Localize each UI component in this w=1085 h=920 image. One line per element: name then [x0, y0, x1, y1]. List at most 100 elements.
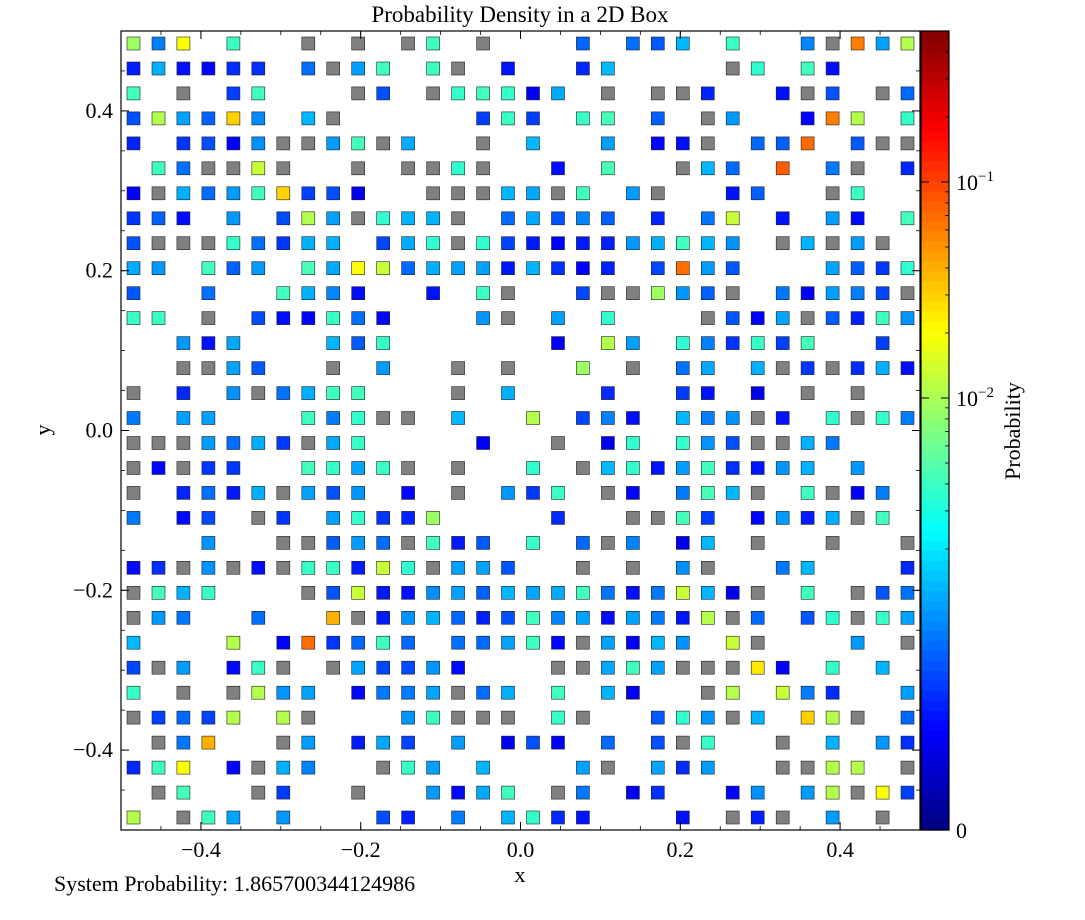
heatmap-cell	[601, 486, 615, 500]
heatmap-cell	[900, 161, 915, 176]
heatmap-cell	[451, 86, 465, 101]
heatmap-cell	[251, 236, 266, 250]
heatmap-cell	[626, 536, 640, 550]
heatmap-cell	[775, 236, 790, 250]
heatmap-cell	[626, 610, 640, 625]
heatmap-cell	[226, 211, 241, 226]
heatmap-cell	[725, 36, 740, 51]
heatmap-cell	[351, 635, 366, 650]
heatmap-cell	[750, 361, 765, 375]
heatmap-cell	[126, 411, 141, 425]
heatmap-cell	[675, 486, 690, 500]
heatmap-cell	[176, 111, 191, 126]
heatmap-cell	[401, 536, 415, 550]
heatmap-cell	[151, 461, 166, 475]
heatmap-cell	[576, 111, 590, 126]
heatmap-cell	[700, 461, 715, 475]
heatmap-cell	[700, 760, 715, 775]
colorbar-segment	[921, 310, 949, 322]
heatmap-cell	[700, 585, 715, 600]
colorbar-segment	[921, 440, 949, 452]
heatmap-cell	[675, 286, 690, 301]
heatmap-cell	[526, 486, 540, 500]
heatmap-cell	[650, 511, 665, 525]
heatmap-cell	[501, 236, 515, 250]
heatmap-cell	[875, 585, 890, 600]
heatmap-cell	[576, 785, 590, 800]
heatmap-cell	[626, 660, 640, 675]
heatmap-cell	[251, 61, 266, 76]
heatmap-cell	[601, 336, 615, 350]
colorbar-tick-label: 0	[956, 818, 967, 843]
colorbar-segment	[921, 390, 949, 402]
heatmap-cell	[601, 261, 615, 276]
heatmap-cell	[825, 186, 840, 201]
heatmap-cell	[376, 585, 391, 600]
heatmap-cell	[276, 810, 291, 825]
heatmap-cell	[775, 461, 790, 475]
heatmap-cell	[775, 560, 790, 575]
heatmap-cell	[750, 186, 765, 201]
heatmap-cell	[176, 336, 191, 350]
heatmap-cell	[176, 361, 191, 375]
heatmap-cell	[775, 311, 790, 325]
y-tick-label: 0.2	[86, 258, 114, 283]
heatmap-cell	[251, 486, 266, 500]
heatmap-cell	[351, 411, 366, 425]
heatmap-cell	[551, 685, 565, 700]
heatmap-cell	[626, 336, 640, 350]
heatmap-cell	[176, 810, 191, 825]
heatmap-cell	[800, 61, 815, 76]
heatmap-cell	[700, 211, 715, 226]
heatmap-cell	[351, 536, 366, 550]
heatmap-cell	[576, 710, 590, 725]
heatmap-cell	[626, 411, 640, 425]
heatmap-cell	[476, 136, 490, 151]
heatmap-cell	[551, 810, 565, 825]
heatmap-cell	[750, 386, 765, 400]
heatmap-cell	[326, 336, 341, 350]
colorbar-segment	[921, 570, 949, 581]
heatmap-cell	[326, 511, 341, 525]
heatmap-cell	[551, 236, 565, 250]
heatmap-cell	[251, 436, 266, 450]
heatmap-cell	[451, 411, 465, 425]
heatmap-cell	[725, 710, 740, 725]
heatmap-cell	[476, 635, 490, 650]
heatmap-cell	[201, 261, 216, 276]
heatmap-cell	[900, 111, 915, 126]
heatmap-cell	[401, 610, 415, 625]
heatmap-cell	[276, 660, 291, 675]
heatmap-cell	[725, 660, 740, 675]
x-axis-label: x	[515, 862, 526, 887]
heatmap-cell	[301, 36, 316, 51]
heatmap-cell	[850, 585, 865, 600]
heatmap-cell	[526, 211, 540, 226]
colorbar-segment	[921, 760, 949, 771]
heatmap-cell	[276, 785, 291, 800]
heatmap-cell	[850, 286, 865, 301]
heatmap-cell	[126, 286, 141, 301]
heatmap-cell	[775, 211, 790, 226]
heatmap-cell	[601, 436, 615, 450]
heatmap-cell	[251, 610, 266, 625]
colorbar-segment	[921, 730, 949, 741]
heatmap-cell	[501, 286, 515, 301]
heatmap-cell	[401, 161, 415, 176]
heatmap-cell	[875, 36, 890, 51]
heatmap-cell	[750, 660, 765, 675]
heatmap-cell	[526, 236, 540, 250]
heatmap-cell	[276, 311, 291, 325]
heatmap-cell	[326, 461, 341, 475]
heatmap-cell	[750, 710, 765, 725]
heatmap-cell	[276, 760, 291, 775]
heatmap-cell	[551, 311, 565, 325]
heatmap-cell	[700, 336, 715, 350]
heatmap-cell	[301, 186, 316, 201]
heatmap-cell	[775, 411, 790, 425]
colorbar-tick-label: 10−2	[956, 385, 994, 411]
colorbar-segment	[921, 210, 949, 222]
heatmap-cell	[451, 635, 465, 650]
heatmap-cell	[900, 710, 915, 725]
heatmap-cell	[650, 136, 665, 151]
